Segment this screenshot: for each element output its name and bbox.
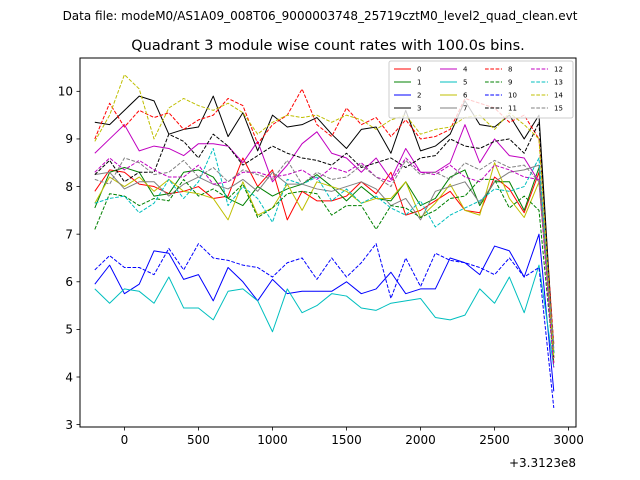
legend-frame [388, 60, 574, 119]
legend-label: 12 [554, 66, 563, 74]
x-tick-label: 500 [187, 433, 210, 447]
legend-entry-15: 15 [531, 105, 563, 113]
legend-entry-14: 14 [531, 92, 563, 100]
series-line-9 [94, 178, 555, 363]
series-line-11 [94, 121, 555, 358]
x-tick-label: 3000 [553, 433, 584, 447]
legend-label: 14 [554, 92, 563, 100]
legend-label: 1 [417, 79, 421, 87]
x-tick-label: 1000 [257, 433, 288, 447]
series-line-3 [94, 95, 555, 354]
legend-entry-7: 7 [440, 105, 467, 113]
series-line-13 [94, 147, 555, 354]
legend-label: 15 [554, 105, 563, 113]
legend-entry-9: 9 [485, 79, 512, 87]
series-line-12 [94, 157, 555, 368]
legend-entry-3: 3 [394, 105, 421, 113]
x-tick-label: 0 [121, 433, 129, 447]
legend-label: 6 [463, 92, 468, 100]
y-tick-label: 4 [65, 370, 73, 384]
series-line-6 [94, 162, 555, 359]
y-tick-label: 8 [65, 180, 73, 194]
series-line-4 [94, 124, 555, 349]
legend-label: 3 [417, 105, 421, 113]
series-line-15 [94, 157, 555, 344]
legend-entry-11: 11 [485, 105, 517, 113]
series-line-7 [94, 164, 555, 354]
x-tick-label: 2500 [479, 433, 510, 447]
legend-entry-12: 12 [531, 66, 563, 74]
series-line-0 [94, 157, 555, 363]
legend-label: 4 [463, 66, 468, 74]
x-axis: 0 500 1000 1500 2000 2500 3000 [121, 427, 584, 447]
legend-entry-4: 4 [440, 66, 468, 74]
legend-entry-8: 8 [485, 66, 512, 74]
legend-entry-2: 2 [394, 92, 421, 100]
chart-supertitle: Data file: modeM0/AS1A09_008T06_90000037… [63, 9, 578, 23]
y-tick-label: 6 [65, 275, 73, 289]
legend-entry-6: 6 [440, 92, 468, 100]
x-tick-label: 1500 [331, 433, 362, 447]
chart-title: Quadrant 3 module wise count rates with … [131, 38, 525, 54]
y-tick-label: 9 [65, 132, 73, 146]
series-line-2 [94, 233, 555, 392]
legend-label: 0 [417, 66, 421, 74]
y-tick-label: 5 [65, 323, 73, 337]
legend-label: 9 [508, 79, 512, 87]
y-tick-label: 10 [58, 85, 73, 99]
legend-label: 2 [417, 92, 421, 100]
series-line-10 [94, 243, 555, 409]
y-tick-label: 3 [65, 418, 73, 432]
legend-label: 7 [463, 105, 467, 113]
legend-label: 5 [463, 79, 467, 87]
legend-label: 11 [508, 105, 517, 113]
y-axis: 3 4 5 6 7 8 9 10 [58, 85, 80, 432]
legend-label: 8 [508, 66, 512, 74]
legend-entry-13: 13 [531, 79, 563, 87]
legend-entry-10: 10 [485, 92, 517, 100]
series-line-14 [94, 74, 555, 358]
legend-entry-5: 5 [440, 79, 467, 87]
y-tick-label: 7 [65, 227, 73, 241]
axes-frame [79, 57, 577, 428]
x-tick-label: 2000 [405, 433, 436, 447]
series-layer [94, 74, 555, 409]
legend-entry-0: 0 [394, 66, 421, 74]
series-line-5 [94, 264, 555, 368]
x-offset-label: +3.3123e8 [509, 456, 576, 470]
legend-label: 13 [554, 79, 563, 87]
legend-entry-1: 1 [394, 79, 421, 87]
legend-label: 10 [508, 92, 517, 100]
